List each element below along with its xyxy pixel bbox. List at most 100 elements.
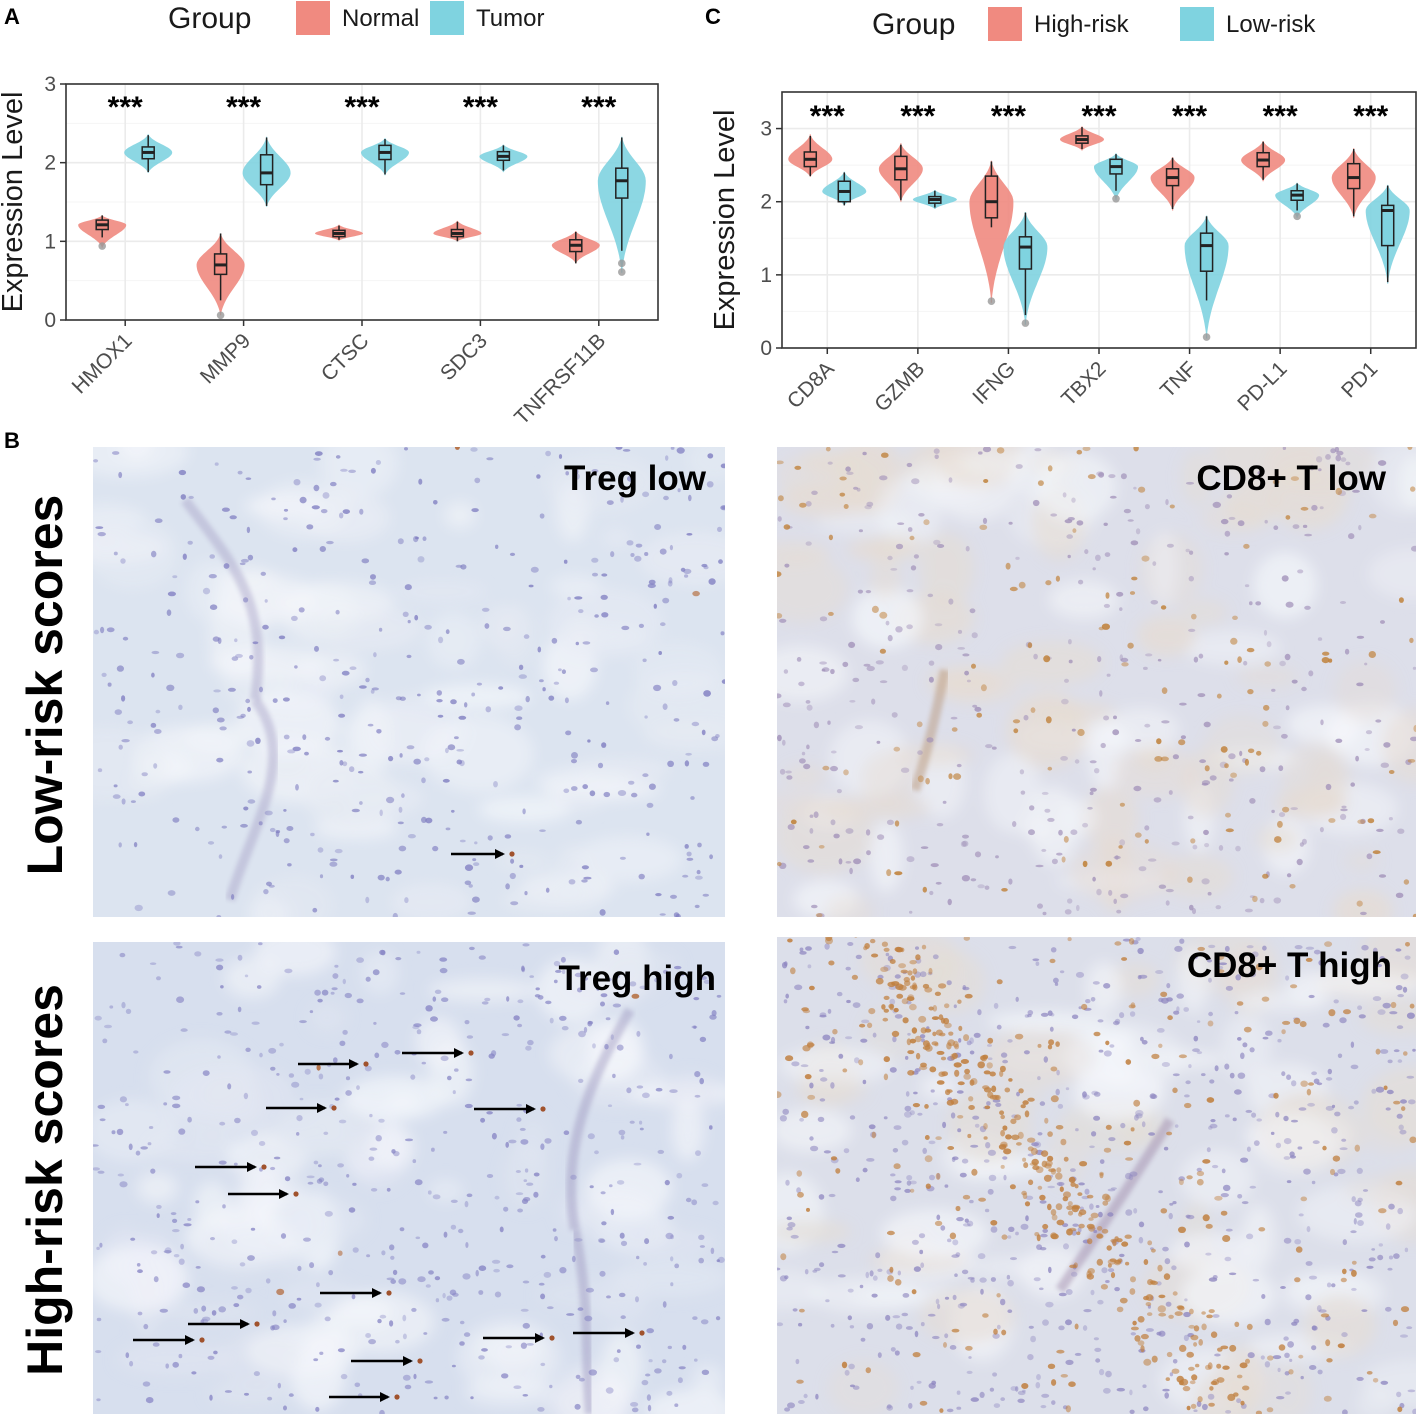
nucleus xyxy=(398,806,403,813)
nucleus xyxy=(644,552,649,556)
nucleus xyxy=(1037,1132,1043,1136)
nucleus xyxy=(385,876,390,882)
nucleus xyxy=(1235,974,1241,981)
stained-cell xyxy=(954,1069,960,1077)
stained-cell xyxy=(1009,1184,1016,1190)
nucleus xyxy=(565,730,572,736)
nucleus xyxy=(318,1073,324,1080)
nucleus xyxy=(1397,1207,1403,1215)
nucleus xyxy=(796,1187,801,1194)
stained-cell xyxy=(1079,1161,1088,1167)
stained-cell xyxy=(978,1197,986,1202)
nucleus xyxy=(524,891,528,896)
stained-cell xyxy=(883,1073,889,1081)
nucleus xyxy=(306,1175,315,1179)
nucleus xyxy=(354,1382,361,1388)
nucleus xyxy=(539,513,545,519)
nucleus xyxy=(721,679,725,684)
nucleus xyxy=(1280,1286,1286,1289)
nucleus xyxy=(574,596,583,600)
nucleus xyxy=(1245,1109,1253,1113)
stained-cell xyxy=(996,1293,1001,1298)
nucleus xyxy=(1103,1387,1111,1394)
stained-cell xyxy=(928,967,933,975)
tissue-blob xyxy=(1221,1013,1273,1082)
nucleus xyxy=(296,1115,303,1122)
nucleus xyxy=(150,1250,158,1255)
nucleus xyxy=(1342,1409,1348,1414)
nucleus xyxy=(1240,1157,1249,1163)
nucleus xyxy=(313,457,321,461)
nucleus xyxy=(1284,653,1291,661)
nucleus xyxy=(1089,1203,1094,1210)
nucleus xyxy=(506,996,510,1002)
nucleus xyxy=(513,1385,522,1389)
tissue-blob xyxy=(922,950,985,1014)
nucleus xyxy=(866,665,875,672)
stained-cell xyxy=(1022,1157,1027,1162)
nucleus xyxy=(201,1318,209,1324)
nucleus xyxy=(695,1150,701,1156)
x-tick-label: CTSC xyxy=(317,329,374,386)
nucleus xyxy=(319,874,324,879)
nucleus xyxy=(638,873,645,880)
stained-cell xyxy=(868,1008,876,1015)
nucleus xyxy=(1281,733,1288,739)
nucleus xyxy=(1019,769,1025,775)
nucleus xyxy=(187,540,193,545)
nucleus xyxy=(819,1098,826,1102)
nucleus xyxy=(804,1269,809,1275)
stained-cell xyxy=(1397,1406,1403,1413)
nucleus xyxy=(361,558,370,564)
stained-cell xyxy=(866,928,873,932)
stained-cell xyxy=(984,1105,991,1110)
stained-cell xyxy=(1191,613,1197,620)
nucleus xyxy=(782,962,788,969)
nucleus xyxy=(984,885,990,890)
nucleus xyxy=(1041,848,1047,852)
tissue-blob xyxy=(1169,1232,1256,1273)
nucleus xyxy=(805,1025,810,1030)
nucleus xyxy=(1105,1280,1110,1283)
nucleus xyxy=(794,984,803,991)
stained-cell xyxy=(1137,1316,1145,1323)
nucleus xyxy=(1303,1168,1311,1175)
nucleus xyxy=(908,1402,913,1409)
violin-high-risk xyxy=(969,160,1014,303)
nucleus xyxy=(270,1166,276,1171)
nucleus xyxy=(1054,982,1059,986)
stained-cell xyxy=(1131,576,1138,581)
nucleus xyxy=(1094,768,1100,774)
nucleus xyxy=(466,1035,474,1039)
nucleus xyxy=(1406,1012,1415,1019)
nucleus xyxy=(1356,1167,1363,1174)
nucleus xyxy=(879,680,888,684)
nucleus xyxy=(869,1270,874,1277)
nucleus xyxy=(399,992,406,995)
nucleus xyxy=(349,666,357,670)
tissue-blob xyxy=(777,1220,852,1243)
significance-label: *** xyxy=(108,91,143,124)
nucleus xyxy=(1155,970,1164,974)
stained-cell xyxy=(990,1220,998,1226)
stained-cell xyxy=(912,1352,921,1358)
nucleus xyxy=(367,723,374,727)
nucleus xyxy=(647,1404,652,1412)
nucleus xyxy=(971,632,978,639)
nucleus xyxy=(616,1044,624,1051)
nucleus xyxy=(287,749,296,754)
nucleus xyxy=(178,469,187,476)
nucleus xyxy=(470,1396,474,1400)
stained-cell xyxy=(1236,1001,1244,1006)
nucleus xyxy=(920,1262,925,1268)
nucleus xyxy=(1283,1156,1291,1160)
legend-entry-label: Tumor xyxy=(476,5,544,32)
stained-cell xyxy=(1047,1363,1056,1370)
nucleus xyxy=(854,1057,860,1064)
nucleus xyxy=(948,477,953,483)
nucleus xyxy=(1034,448,1042,452)
nucleus xyxy=(1340,808,1348,812)
nucleus xyxy=(807,964,812,969)
tissue-blob xyxy=(294,651,367,689)
tissue-blob xyxy=(304,760,398,832)
